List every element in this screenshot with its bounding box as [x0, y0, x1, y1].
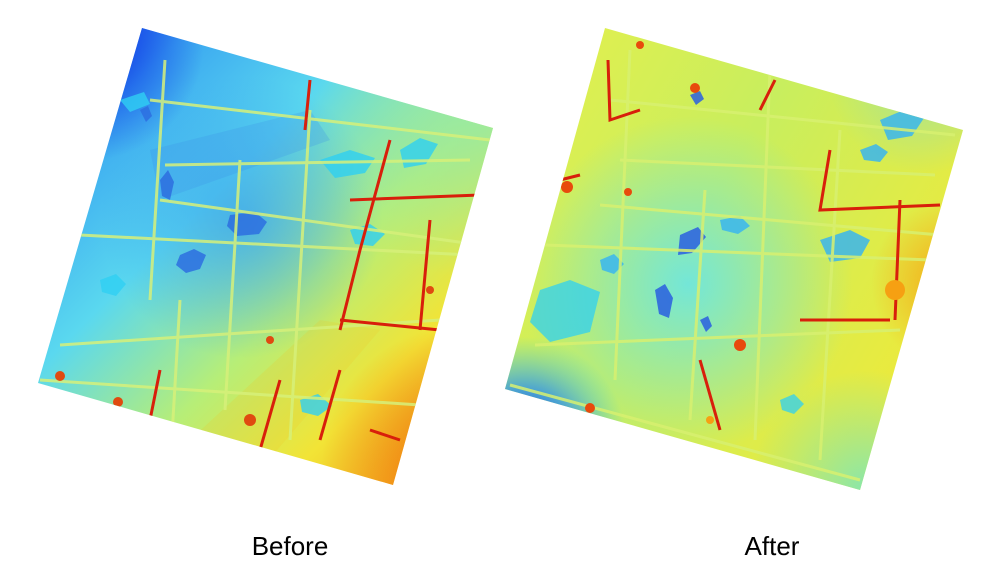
before-map [38, 28, 493, 485]
before-caption: Before [251, 531, 329, 561]
comparison-figure [38, 28, 963, 490]
after-caption: After [744, 531, 800, 561]
after-map [505, 28, 963, 490]
